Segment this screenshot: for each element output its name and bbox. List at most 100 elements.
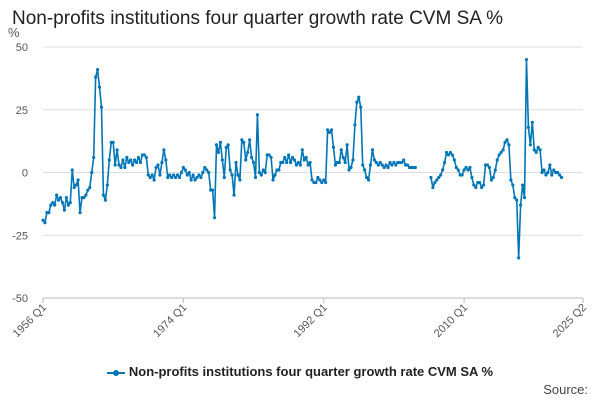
data-point[interactable] bbox=[201, 170, 205, 175]
data-point[interactable] bbox=[390, 163, 394, 167]
data-point[interactable] bbox=[191, 173, 195, 177]
data-point[interactable] bbox=[185, 173, 189, 177]
data-point[interactable] bbox=[64, 196, 68, 200]
data-point[interactable] bbox=[290, 155, 295, 160]
data-point[interactable] bbox=[450, 153, 454, 157]
data-point[interactable] bbox=[168, 173, 172, 177]
data-point[interactable] bbox=[380, 163, 384, 167]
data-point[interactable] bbox=[462, 168, 466, 172]
data-point[interactable] bbox=[528, 143, 532, 147]
data-point[interactable] bbox=[70, 168, 74, 172]
data-point[interactable] bbox=[187, 170, 191, 175]
data-point[interactable] bbox=[203, 165, 207, 170]
data-point[interactable] bbox=[154, 165, 158, 170]
data-point[interactable] bbox=[179, 170, 184, 175]
legend[interactable]: Non-profits institutions four quarter gr… bbox=[0, 364, 600, 379]
data-point[interactable] bbox=[327, 130, 332, 134]
data-point[interactable] bbox=[158, 173, 162, 177]
data-point[interactable] bbox=[49, 203, 53, 207]
data-point[interactable] bbox=[94, 75, 98, 79]
data-point[interactable] bbox=[509, 178, 513, 182]
data-point[interactable] bbox=[131, 163, 135, 167]
data-point[interactable] bbox=[173, 175, 178, 180]
data-point[interactable] bbox=[99, 105, 104, 109]
data-point[interactable] bbox=[211, 188, 215, 192]
data-point[interactable] bbox=[214, 143, 219, 147]
data-point[interactable] bbox=[513, 196, 517, 200]
data-point[interactable] bbox=[349, 165, 353, 170]
data-point[interactable] bbox=[456, 168, 460, 172]
data-point[interactable] bbox=[86, 188, 90, 192]
data-point[interactable] bbox=[103, 198, 107, 202]
data-point[interactable] bbox=[343, 160, 347, 165]
data-point[interactable] bbox=[402, 158, 406, 162]
data-point[interactable] bbox=[249, 155, 254, 160]
data-point[interactable] bbox=[347, 168, 351, 172]
data-point[interactable] bbox=[47, 211, 51, 215]
data-point[interactable] bbox=[263, 170, 267, 175]
data-point[interactable] bbox=[368, 163, 373, 167]
data-point[interactable] bbox=[119, 165, 123, 170]
data-point[interactable] bbox=[517, 256, 521, 260]
data-point[interactable] bbox=[57, 198, 61, 202]
data-point[interactable] bbox=[129, 158, 133, 162]
data-point[interactable] bbox=[267, 153, 271, 157]
data-point[interactable] bbox=[361, 163, 365, 167]
data-point[interactable] bbox=[92, 155, 96, 160]
data-point[interactable] bbox=[464, 165, 468, 170]
data-point[interactable] bbox=[378, 160, 382, 165]
data-point[interactable] bbox=[559, 175, 564, 180]
data-point[interactable] bbox=[337, 160, 341, 165]
data-point[interactable] bbox=[441, 168, 445, 172]
data-point[interactable] bbox=[224, 145, 228, 149]
data-point[interactable] bbox=[536, 145, 540, 149]
data-point[interactable] bbox=[548, 163, 552, 167]
data-point[interactable] bbox=[433, 180, 437, 185]
data-point[interactable] bbox=[90, 170, 94, 175]
data-point[interactable] bbox=[431, 185, 435, 190]
data-point[interactable] bbox=[66, 203, 70, 207]
data-point[interactable] bbox=[359, 105, 363, 109]
data-point[interactable] bbox=[558, 173, 562, 177]
data-point[interactable] bbox=[341, 155, 345, 160]
data-point[interactable] bbox=[95, 67, 100, 72]
data-point[interactable] bbox=[43, 221, 47, 225]
data-point[interactable] bbox=[148, 175, 152, 180]
data-point[interactable] bbox=[386, 165, 390, 170]
data-point[interactable] bbox=[474, 185, 478, 190]
data-point[interactable] bbox=[259, 173, 263, 177]
data-point[interactable] bbox=[160, 160, 164, 165]
data-point[interactable] bbox=[444, 150, 449, 155]
data-point[interactable] bbox=[212, 216, 217, 220]
data-point[interactable] bbox=[60, 201, 65, 205]
data-point[interactable] bbox=[294, 163, 299, 167]
data-point[interactable] bbox=[520, 183, 525, 187]
data-point[interactable] bbox=[255, 113, 260, 117]
data-point[interactable] bbox=[105, 183, 109, 187]
data-point[interactable] bbox=[228, 168, 232, 172]
data-point[interactable] bbox=[152, 178, 156, 182]
data-point[interactable] bbox=[524, 57, 529, 62]
data-point[interactable] bbox=[281, 160, 285, 165]
data-point[interactable] bbox=[452, 158, 456, 162]
data-point[interactable] bbox=[448, 150, 453, 155]
data-point[interactable] bbox=[308, 160, 312, 165]
data-point[interactable] bbox=[146, 173, 150, 177]
data-point[interactable] bbox=[544, 173, 548, 177]
data-point[interactable] bbox=[248, 138, 252, 142]
data-point[interactable] bbox=[244, 158, 248, 162]
data-point[interactable] bbox=[78, 211, 82, 215]
data-point[interactable] bbox=[365, 175, 369, 180]
data-point[interactable] bbox=[324, 180, 328, 185]
data-point[interactable] bbox=[302, 158, 306, 162]
data-point[interactable] bbox=[542, 168, 546, 172]
data-point[interactable] bbox=[238, 178, 242, 182]
data-point[interactable] bbox=[62, 208, 67, 212]
data-point[interactable] bbox=[345, 143, 349, 147]
data-point[interactable] bbox=[493, 168, 497, 172]
data-point[interactable] bbox=[374, 160, 378, 165]
data-point[interactable] bbox=[288, 160, 293, 165]
data-point[interactable] bbox=[300, 148, 304, 152]
data-point[interactable] bbox=[470, 175, 474, 180]
data-point[interactable] bbox=[72, 185, 76, 190]
